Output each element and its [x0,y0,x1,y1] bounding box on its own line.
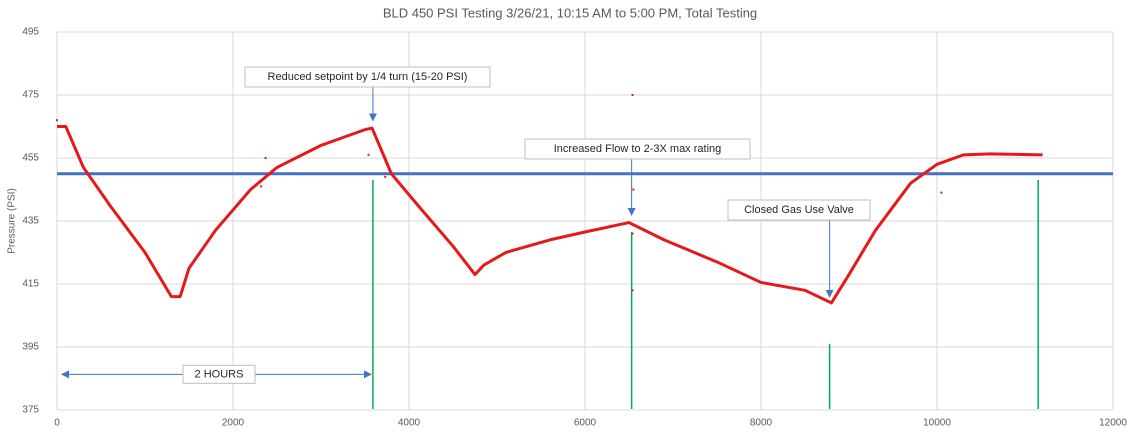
y-tick-label: 475 [22,90,39,101]
y-tick-label: 495 [22,27,39,38]
chart-title: BLD 450 PSI Testing 3/26/21, 10:15 AM to… [383,5,757,20]
y-axis-label: Pressure (PSI) [7,188,18,254]
y-tick-label: 455 [22,153,39,164]
y-tick-label: 435 [22,216,39,227]
annotation-box [182,364,256,384]
x-tick-label: 2000 [222,418,245,429]
line [57,125,1043,305]
outlier-point [384,175,387,178]
outlier-point [940,191,943,194]
annotation-text: Closed Gas Use Valve [744,204,854,216]
x-tick-label: 8000 [750,418,773,429]
outlier-point [260,185,263,188]
annotation-box [524,138,751,160]
y-tick-label: 375 [22,405,39,416]
outlier-point [264,157,267,159]
outlier-point [367,153,370,156]
outlier-point [631,94,634,96]
annotation-box [727,199,871,221]
annotation-box [244,66,491,88]
y-tick-label: 395 [22,342,39,353]
annotation-text: Increased Flow to 2-3X max rating [554,143,722,155]
y-tick-label: 415 [22,279,39,290]
outlier-point [632,188,635,191]
outlier-point [631,289,634,292]
x-tick-label: 6000 [574,418,597,429]
x-tick-label: 0 [54,418,60,429]
annotation-text: 2 HOURS [195,368,244,380]
outlier-point [56,119,58,122]
x-tick-label: 10000 [923,418,951,429]
annotation-text: Reduced setpoint by 1/4 turn (15-20 PSI) [268,71,468,83]
x-tick-label: 12000 [1099,418,1127,429]
x-tick-label: 4000 [398,418,421,429]
outlier-point [631,232,634,235]
